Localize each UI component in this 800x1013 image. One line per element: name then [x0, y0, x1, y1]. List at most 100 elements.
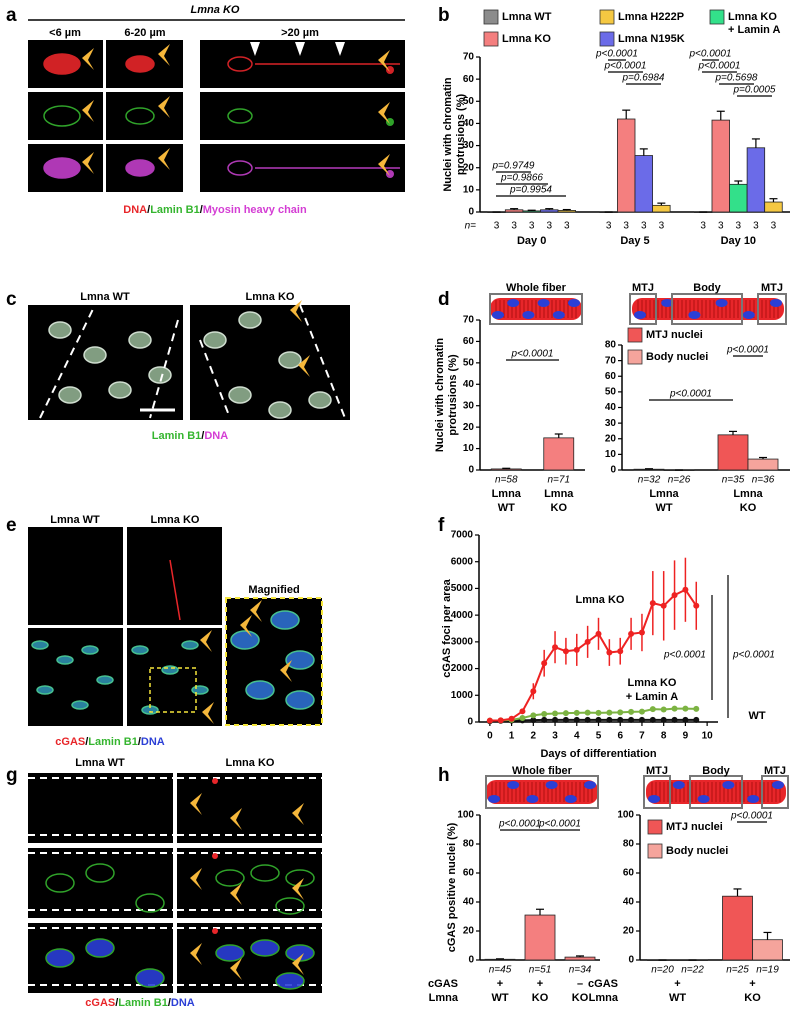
bar — [564, 956, 596, 961]
legend-label: MTJ nuclei — [666, 821, 723, 833]
y-axis-label: protrusions (%) — [455, 94, 467, 176]
point — [617, 648, 624, 655]
arrowhead — [292, 803, 304, 825]
bar — [522, 210, 541, 213]
caption-part: Lamin B1 — [118, 997, 168, 1009]
bar — [711, 119, 730, 213]
x-tick-label: 7 — [639, 731, 645, 742]
series-label: Lmna KO — [628, 677, 677, 689]
bar — [652, 204, 671, 213]
bar — [634, 155, 653, 213]
y-tick-label: 70 — [463, 315, 475, 326]
x-tick-label: + — [674, 978, 680, 990]
nucleus — [238, 311, 262, 329]
y-tick-label: 40 — [605, 402, 617, 413]
caption-part: / — [138, 736, 141, 748]
legend-swatch — [483, 9, 499, 25]
point — [671, 705, 678, 712]
nucleus — [227, 160, 253, 176]
bar — [717, 434, 749, 471]
legend-swatch — [483, 31, 499, 47]
icon-nucleus — [507, 299, 520, 307]
arrowhead — [82, 152, 94, 174]
n-label: n=45 — [489, 965, 512, 976]
n-label: 3 — [771, 221, 777, 232]
legend-label: Lmna KO — [728, 11, 777, 23]
bar — [617, 118, 636, 213]
column-label: Lmna KO — [151, 514, 200, 526]
n-label: n=36 — [752, 475, 775, 486]
y-tick-label: 10 — [463, 184, 475, 195]
y-tick-label: 100 — [457, 810, 474, 821]
nucleus — [250, 864, 280, 882]
point — [617, 716, 624, 723]
micrograph — [106, 92, 183, 140]
region-label: MTJ — [632, 282, 654, 294]
p-value: p<0.0001 — [538, 819, 581, 830]
legend-swatch — [647, 819, 663, 835]
icon-nucleus — [552, 311, 565, 319]
x-tick-label: 9 — [683, 731, 689, 742]
n-label: 3 — [623, 221, 629, 232]
micrograph — [127, 527, 222, 625]
icon-box — [671, 293, 743, 325]
nucleus — [108, 381, 132, 399]
x-tick-label: 8 — [661, 731, 667, 742]
panel-letter: b — [438, 5, 450, 26]
point — [693, 705, 700, 712]
icon-nucleus — [715, 299, 728, 307]
micrograph — [28, 773, 173, 843]
nucleus — [45, 948, 75, 968]
icon-nucleus — [772, 781, 784, 789]
n-label: n=71 — [547, 475, 570, 486]
point — [660, 706, 667, 713]
x-tick-label: Day 10 — [721, 235, 756, 247]
caption: DNA/Lamin B1/Myosin heavy chain — [123, 204, 307, 216]
caption-part: / — [147, 204, 150, 216]
arrowhead — [200, 630, 212, 652]
caption-part: / — [115, 997, 118, 1009]
bar — [722, 895, 753, 961]
x-tick-label: KO — [744, 992, 761, 1004]
micrograph — [177, 848, 322, 918]
y-tick-label: 20 — [623, 926, 635, 937]
caption-part: Lamin B1 — [88, 736, 138, 748]
point — [552, 644, 559, 651]
caption-part: DNA — [123, 204, 147, 216]
icon-nucleus — [648, 795, 660, 803]
y-tick-label: 50 — [605, 387, 617, 398]
fiber-border — [299, 304, 346, 419]
cgas-focus — [212, 928, 218, 934]
nucleus — [230, 630, 260, 650]
icon-nucleus — [564, 795, 577, 803]
nucleus — [268, 401, 292, 419]
y-tick-label: 4000 — [451, 610, 474, 621]
x-tick-label: WT — [669, 992, 686, 1004]
y-tick-label: 50 — [463, 357, 475, 368]
caption: cGAS/Lamin B1/DNA — [55, 736, 164, 748]
point — [519, 708, 526, 715]
icon-nucleus — [568, 299, 580, 307]
point — [573, 716, 580, 723]
point — [541, 710, 548, 717]
micrograph — [28, 848, 173, 918]
bar — [764, 201, 783, 213]
cgas-focus — [212, 853, 218, 859]
arrowhead — [378, 154, 390, 176]
y-tick-label: 50 — [463, 96, 475, 107]
y-tick-label: 60 — [605, 371, 617, 382]
point — [595, 716, 602, 723]
column-label: <6 µm — [49, 27, 81, 39]
p-value: p=0.0005 — [733, 85, 776, 96]
point — [595, 630, 602, 637]
panel-subtitle: Whole fiber — [506, 282, 567, 294]
nucleus — [43, 53, 81, 75]
nucleus — [135, 893, 165, 913]
nucleus — [43, 105, 81, 127]
nucleus — [215, 869, 245, 887]
legend-swatch — [627, 327, 643, 343]
p-value: p<0.0001 — [604, 61, 647, 72]
y-tick-label: 5000 — [451, 583, 474, 594]
arrowhead — [230, 808, 242, 830]
nucleus — [43, 157, 81, 179]
